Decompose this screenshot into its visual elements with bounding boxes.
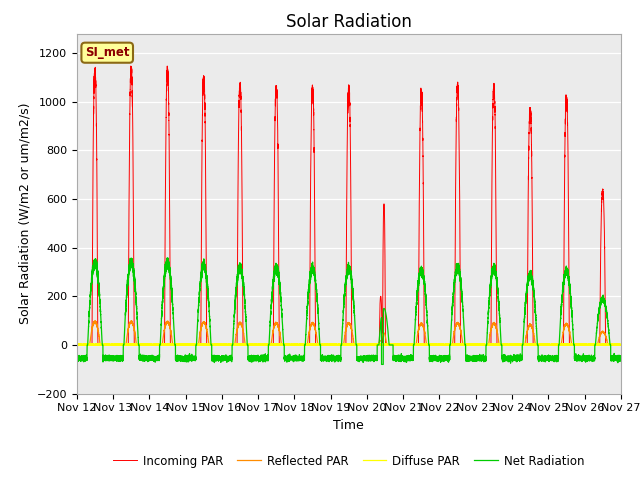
Reflected PAR (420, 327, 428, 333)
X-axis label: Time: Time (333, 419, 364, 432)
Diffuse PAR (108, 341, 116, 347)
Net Radiation (73, 354, 81, 360)
Reflected PAR (482, 342, 490, 348)
Title: Solar Radiation: Solar Radiation (286, 12, 412, 31)
Net Radiation (420, 276, 428, 281)
Incoming PAR (617, 342, 625, 348)
Incoming PAR (497, 342, 504, 348)
Diffuse PAR (497, 342, 504, 348)
Incoming PAR (73, 342, 81, 348)
Reflected PAR (127, 318, 135, 324)
Diffuse PAR (458, 342, 466, 348)
Incoming PAR (127, 63, 134, 69)
Line: Reflected PAR: Reflected PAR (77, 321, 621, 345)
Line: Net Radiation: Net Radiation (77, 258, 621, 364)
Net Radiation (497, 329, 504, 335)
Reflected PAR (101, 342, 109, 348)
Reflected PAR (73, 342, 81, 348)
Net Radiation (510, 356, 518, 361)
Net Radiation (482, 355, 490, 360)
Incoming PAR (518, 342, 525, 348)
Incoming PAR (420, 312, 428, 318)
Net Radiation (617, 355, 625, 361)
Y-axis label: Solar Radiation (W/m2 or um/m2/s): Solar Radiation (W/m2 or um/m2/s) (18, 103, 31, 324)
Reflected PAR (497, 342, 504, 348)
Diffuse PAR (510, 342, 518, 348)
Diffuse PAR (617, 342, 625, 348)
Diffuse PAR (101, 342, 109, 348)
Diffuse PAR (73, 341, 81, 347)
Diffuse PAR (482, 342, 490, 348)
Line: Diffuse PAR: Diffuse PAR (77, 344, 621, 345)
Incoming PAR (101, 342, 109, 348)
Reflected PAR (510, 342, 518, 348)
Legend: Incoming PAR, Reflected PAR, Diffuse PAR, Net Radiation: Incoming PAR, Reflected PAR, Diffuse PAR… (109, 450, 589, 472)
Text: SI_met: SI_met (85, 46, 129, 59)
Net Radiation (378, 361, 385, 367)
Reflected PAR (617, 342, 625, 348)
Line: Incoming PAR: Incoming PAR (77, 66, 621, 345)
Net Radiation (164, 255, 172, 261)
Diffuse PAR (518, 342, 525, 348)
Incoming PAR (482, 342, 490, 348)
Net Radiation (101, 354, 109, 360)
Incoming PAR (510, 342, 518, 348)
Net Radiation (518, 357, 525, 362)
Diffuse PAR (420, 342, 428, 348)
Reflected PAR (518, 342, 525, 348)
